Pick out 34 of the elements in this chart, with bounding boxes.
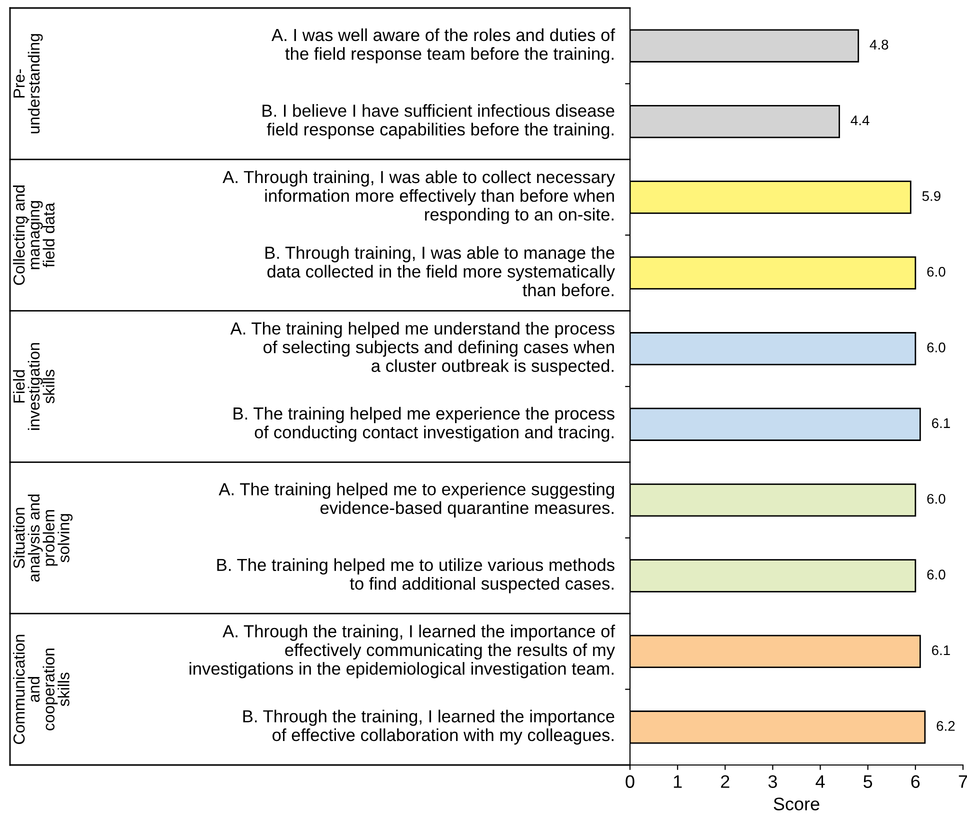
y-tick-label: A. Through the training, I learned the importance of effectively communicating the results of my investigations in the epidemiological investigation team. [190,624,616,678]
data-label: 4.8 [870,40,888,50]
y-tick-label: B. The training helped me to utilize various methods to find additional suspected cases. [217,558,614,594]
data-label: 6.1 [932,645,950,656]
y-tick-label: B. Through training, I was able to manage the data collected in the field more systematically than before. [265,246,616,296]
text: Pre- understanding [14,34,43,134]
data-label: 6.0 [927,266,946,277]
text: Communication and cooperation skills [13,634,70,744]
data-label: 6.0 [927,570,946,580]
text: Situation analysis and problem solving [13,494,73,582]
y-tick-label: A. The training helped me to experience suggesting evidence-based quarantine measures. [218,482,614,518]
y-tick-label: B. I believe I have sufficient infectious disease field response capabilities before the training. [262,104,614,139]
y-tick-label: A. I was well aware of the roles and duties of the field response team before the training. [272,28,616,64]
x-tick-label: 1 [674,775,682,788]
y-tick-label: B. The training helped me experience the process of conducting contact investigation and tracing. [234,406,614,442]
x-tick-label: 7 [958,775,967,788]
data-label: 5.9 [922,191,940,201]
x-axis-title: Score [774,798,820,810]
x-tick-label: 0 [626,775,634,788]
text: Field investigation skills [13,343,55,430]
y-tick-label: A. The training helped me understand the process of selecting subjects and defining cases when a cluster outbreak is suspected. [230,322,614,376]
x-tick-label: 2 [721,775,730,788]
data-label: 6.1 [932,418,950,428]
data-label: 6.0 [927,494,946,504]
data-label: 6.2 [936,721,955,731]
data-label: 6.0 [927,342,946,352]
text: Collecting and managing field data [13,186,55,285]
data-label: 4.4 [850,116,870,126]
x-tick-label: 4 [816,775,825,788]
x-tick-label: 3 [768,775,777,788]
x-tick-label: 5 [864,775,872,788]
y-tick-label: B. Through the training, I learned the importance of effective collaboration with my colleagues. [243,710,614,745]
x-tick-label: 6 [911,775,920,788]
y-tick-label: A. Through training, I was able to collect necessary information more effectively than before when responding to an on-site. [222,170,616,224]
